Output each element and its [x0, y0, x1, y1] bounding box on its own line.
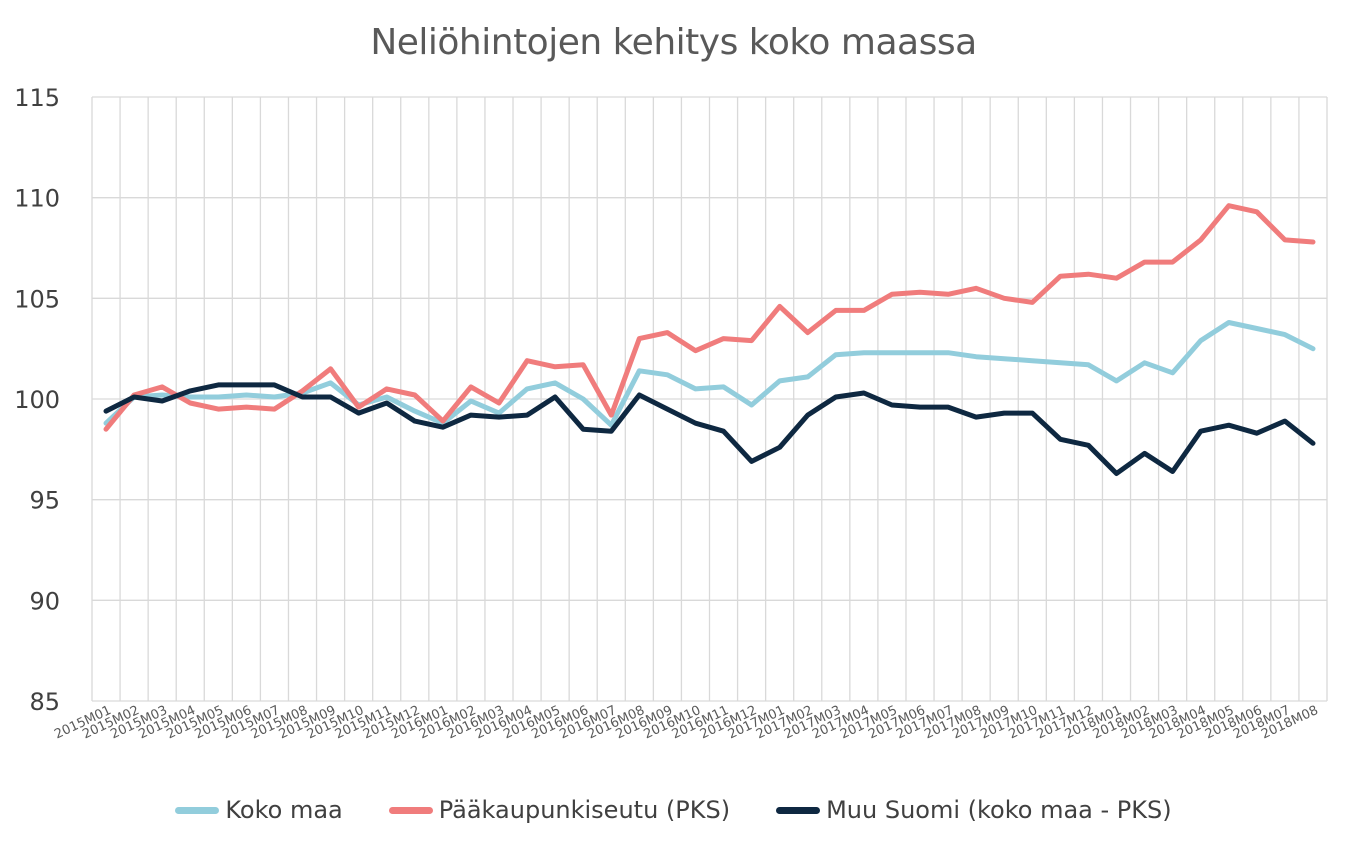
series-line-3: [103, 382, 1316, 476]
legend-label: Pääkaupunkiseutu (PKS): [438, 796, 731, 824]
series-line-1: [103, 320, 1316, 428]
legend-label: Muu Suomi (koko maa - PKS): [826, 796, 1172, 824]
legend-label: Koko maa: [225, 796, 343, 824]
legend-item-1: Koko maa: [175, 796, 343, 824]
y-tick-label: 95: [29, 487, 60, 515]
legend-item-3: Muu Suomi (koko maa - PKS): [776, 796, 1172, 824]
y-tick-label: 85: [29, 688, 60, 716]
y-tick-label: 105: [14, 285, 60, 313]
chart-title: Neliöhintojen kehitys koko maassa: [370, 22, 977, 63]
legend-swatch: [776, 806, 821, 814]
legend-swatch: [388, 806, 433, 814]
y-tick-label: 115: [14, 84, 60, 112]
y-tick-label: 110: [14, 185, 60, 213]
legend-swatch: [175, 806, 220, 814]
series-line-2: [103, 203, 1316, 432]
legend: Koko maa Pääkaupunkiseutu (PKS) Muu Suomi …: [0, 792, 1347, 828]
y-tick-label: 100: [14, 386, 60, 414]
legend-item-2: Pääkaupunkiseutu (PKS): [388, 796, 731, 824]
y-tick-label: 90: [29, 587, 60, 615]
